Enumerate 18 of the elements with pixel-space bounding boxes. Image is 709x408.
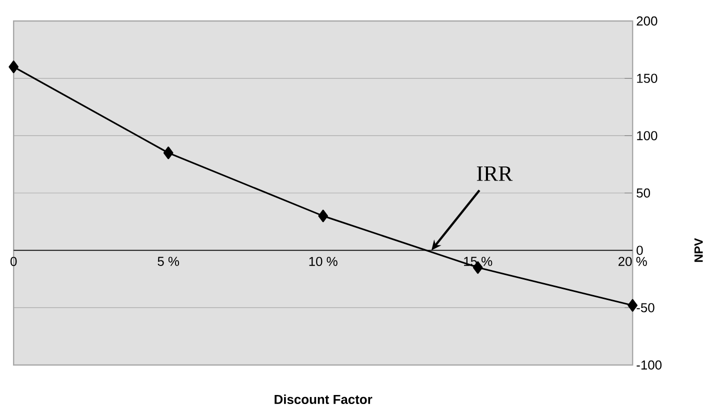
y-tick-label: 0: [636, 246, 643, 255]
x-tick-label: 20 %: [618, 256, 647, 266]
y-tick-label: 100: [637, 131, 658, 140]
y-tick-label: -100: [636, 360, 662, 370]
x-tick-label: 5 %: [158, 256, 180, 266]
x-axis-title: Discount Factor: [274, 394, 372, 404]
y-tick-label: -50: [636, 303, 654, 312]
y-tick-label: 50: [636, 188, 650, 198]
point: [163, 146, 174, 160]
point: [318, 210, 328, 222]
y-tick-label: 150: [637, 74, 658, 83]
point: [628, 299, 638, 312]
point: [8, 60, 19, 74]
y-axis-title: NPV: [694, 238, 703, 262]
x-tick-label: 10 %: [309, 256, 338, 266]
x-tick-label: 0: [10, 256, 17, 266]
annotation: IRR: [476, 166, 513, 181]
y-tick-label: 200: [636, 16, 658, 26]
